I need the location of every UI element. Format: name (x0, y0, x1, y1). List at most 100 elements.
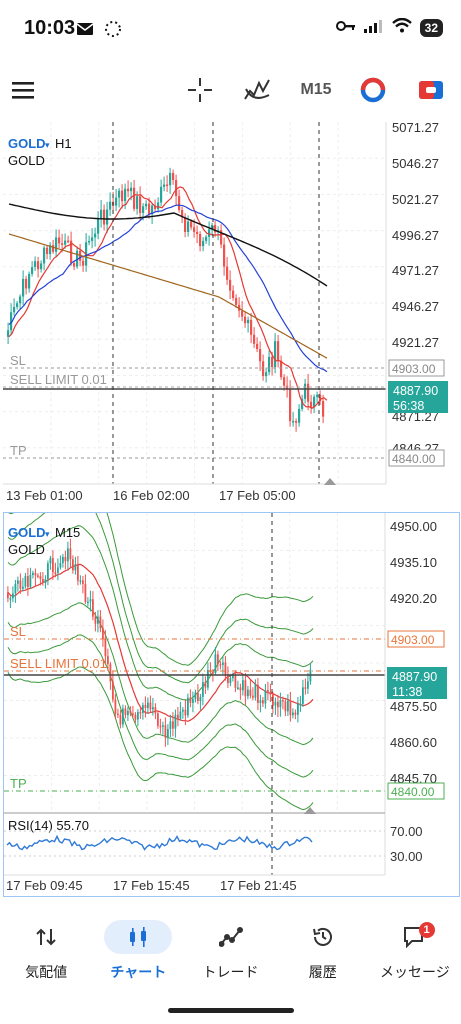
sl-price-box: 4903.00 (391, 633, 435, 647)
candle (196, 225, 199, 244)
status-bar: 10:03 32 (0, 0, 461, 60)
candle (149, 695, 152, 713)
timeframe-button[interactable]: M15 (298, 76, 334, 104)
candle (172, 712, 174, 737)
candle (267, 681, 269, 701)
crosshair-icon[interactable] (186, 76, 214, 104)
candle (187, 693, 189, 718)
time-label: 17 Feb 09:45 (6, 878, 83, 893)
candle (37, 573, 39, 579)
candle (76, 246, 79, 269)
sell-limit-label[interactable]: SELL LIMIT 0.01 (10, 372, 107, 387)
menu-icon[interactable] (10, 76, 36, 104)
symbol-dropdown-icon[interactable]: ▾ (45, 140, 50, 150)
candle (157, 197, 160, 213)
candle (304, 378, 307, 404)
shift-marker-icon[interactable] (324, 478, 336, 485)
current-price-box: 4887.90 (392, 670, 437, 684)
candle (169, 167, 172, 194)
candle (7, 322, 10, 345)
chart-pane-m15[interactable]: GOLD ▾ M15 GOLD 4950.00 4935.10 4920.20 … (3, 460, 460, 897)
timeframe-label-m15: M15 (55, 525, 80, 540)
candle (77, 555, 79, 586)
current-price-box: 4887.90 (393, 384, 438, 398)
home-indicator[interactable] (168, 1008, 294, 1013)
candle (89, 590, 92, 612)
candle (227, 666, 229, 688)
candle (277, 694, 279, 717)
candle (147, 697, 149, 714)
candle (92, 591, 94, 621)
candle (124, 705, 127, 719)
symbol-dropdown-icon[interactable]: ▾ (45, 529, 50, 539)
candle (222, 656, 224, 675)
candle (100, 200, 103, 228)
candle (69, 538, 72, 569)
one-click-trading-icon[interactable] (418, 76, 444, 104)
candle (37, 256, 40, 278)
sl-line-label: SL (10, 353, 26, 368)
price-tick: 4860.60 (390, 735, 437, 750)
candle (319, 390, 322, 406)
candle (229, 270, 232, 300)
price-tick: 4946.27 (392, 299, 439, 314)
candle (52, 550, 54, 580)
candle (31, 261, 34, 277)
candle (27, 568, 29, 596)
nav-item-chart[interactable]: チャート (92, 912, 184, 992)
candle (177, 706, 179, 727)
nav-item-quotes[interactable]: 気配値 (0, 912, 92, 992)
candle (294, 709, 297, 720)
candle (297, 696, 299, 723)
candle (88, 235, 91, 246)
sl-price-box: 4903.00 (392, 362, 436, 376)
candle (289, 691, 292, 722)
candle (46, 244, 49, 260)
candle (85, 233, 88, 272)
candle (272, 691, 274, 714)
candle (139, 186, 142, 221)
candle (241, 301, 244, 321)
candle (242, 675, 244, 696)
candle (284, 699, 287, 717)
candle (137, 709, 139, 727)
candle (322, 394, 325, 424)
candle (142, 702, 144, 720)
candle (102, 619, 104, 647)
candles-h1 (7, 167, 325, 432)
candle (307, 373, 310, 411)
trade-circle-icon[interactable] (360, 76, 386, 104)
candle (97, 211, 100, 240)
tp-line-label: TP (10, 443, 27, 458)
rsi-label: RSI(14) 55.70 (8, 818, 89, 833)
candle (247, 316, 250, 333)
candle (277, 334, 280, 368)
indicators-icon[interactable] (243, 76, 271, 104)
candle (62, 553, 64, 568)
candle (202, 673, 204, 706)
candle (103, 204, 106, 231)
candle (299, 695, 302, 712)
shift-marker-icon[interactable] (304, 807, 316, 814)
candle (214, 646, 217, 676)
candle (32, 570, 34, 579)
loading-icon (104, 20, 122, 43)
candle (199, 693, 202, 710)
nav-label: 気配値 (25, 964, 68, 980)
candle (283, 374, 286, 391)
candle (169, 714, 172, 737)
nav-item-trade[interactable]: トレード (184, 912, 276, 992)
nav-item-history[interactable]: 履歴 (277, 912, 369, 992)
candle (252, 687, 254, 701)
sell-limit-label[interactable]: SELL LIMIT 0.01 (10, 656, 107, 671)
candle (163, 176, 166, 192)
symbol-label-h1[interactable]: GOLD (8, 136, 46, 151)
candles-m15 (7, 538, 312, 747)
symbol-label-m15[interactable]: GOLD (8, 525, 46, 540)
candle (232, 672, 234, 682)
nav-item-messages[interactable]: 1 メッセージ (369, 912, 461, 992)
chart-pane-h1[interactable]: GOLD ▾ H1 GOLD 5071.27 5046.27 5021.27 4… (3, 120, 460, 510)
candle (162, 721, 164, 735)
candle (117, 708, 119, 719)
